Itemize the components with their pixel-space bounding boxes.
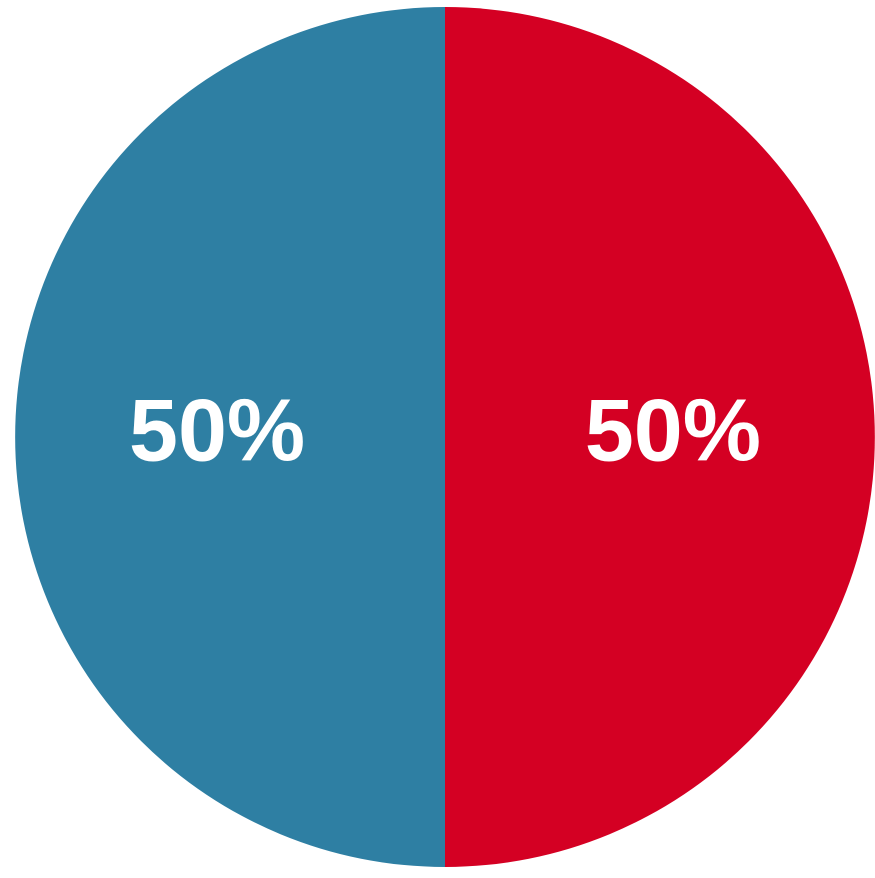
pie-slice-1 (445, 7, 875, 867)
pie-labels: 50% 50% (129, 380, 761, 479)
pie-slices (15, 7, 875, 867)
pie-slice-2 (15, 7, 445, 867)
pie-slice-label-2: 50% (129, 380, 305, 479)
pie-slice-label-1: 50% (585, 380, 761, 479)
